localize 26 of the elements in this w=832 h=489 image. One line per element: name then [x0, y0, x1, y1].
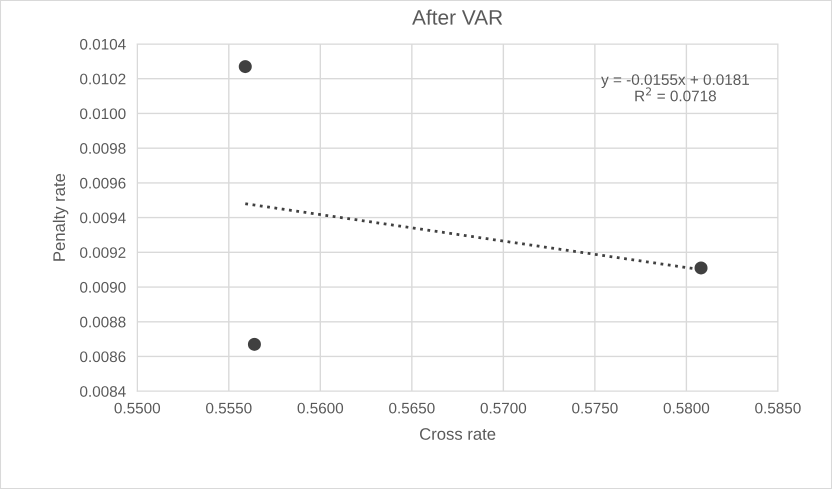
y-tick-label: 0.0088: [80, 316, 126, 328]
y-tick-label: 0.0086: [80, 351, 126, 362]
y-tick-label: 0.0090: [80, 282, 126, 293]
y-tick-label: 0.0084: [80, 386, 126, 397]
point: [238, 60, 252, 74]
y-axis-title: Penalty rate: [52, 174, 68, 261]
y-tick-label: 0.0098: [80, 143, 126, 154]
y-tick-label: 0.0096: [80, 178, 126, 189]
y-tick-label: 0.0104: [80, 38, 126, 50]
x-tick-label: 0.5750: [572, 402, 618, 414]
x-tick-label: 0.5500: [114, 402, 160, 414]
y-tick-label: 0.0092: [80, 247, 126, 258]
y-tick-label: 0.0094: [80, 212, 126, 224]
x-tick-label: 0.5600: [298, 402, 344, 414]
y-tick-label: 0.0100: [80, 108, 126, 120]
x-axis-title: Cross rate: [420, 428, 496, 440]
x-tick-label: 0.5700: [480, 402, 526, 414]
point: [694, 261, 708, 274]
annotation: y = -0.0155x + 0.0181 R$^{2}$ = 0.0718: [601, 74, 749, 102]
chart-title: After VAR: [412, 9, 502, 25]
x-tick-label: 0.5650: [389, 402, 435, 414]
x-tick-label: 0.5850: [755, 402, 801, 414]
x-tick-label: 0.5800: [664, 402, 710, 414]
y-tick-label: 0.0102: [80, 74, 126, 84]
x-tick-label: 0.5550: [206, 402, 252, 414]
point: [248, 338, 261, 351]
